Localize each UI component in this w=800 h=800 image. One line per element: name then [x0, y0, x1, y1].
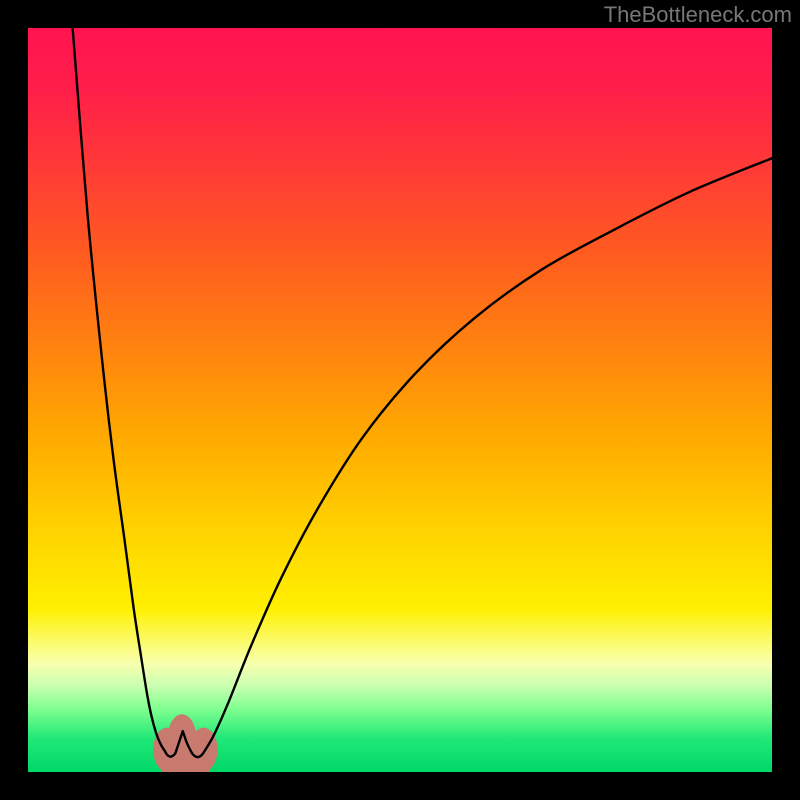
stage: TheBottleneck.com — [0, 0, 800, 800]
watermark-text: TheBottleneck.com — [604, 2, 792, 28]
chart-svg — [28, 28, 772, 772]
plot-background — [28, 28, 772, 772]
plot-area — [28, 28, 772, 772]
